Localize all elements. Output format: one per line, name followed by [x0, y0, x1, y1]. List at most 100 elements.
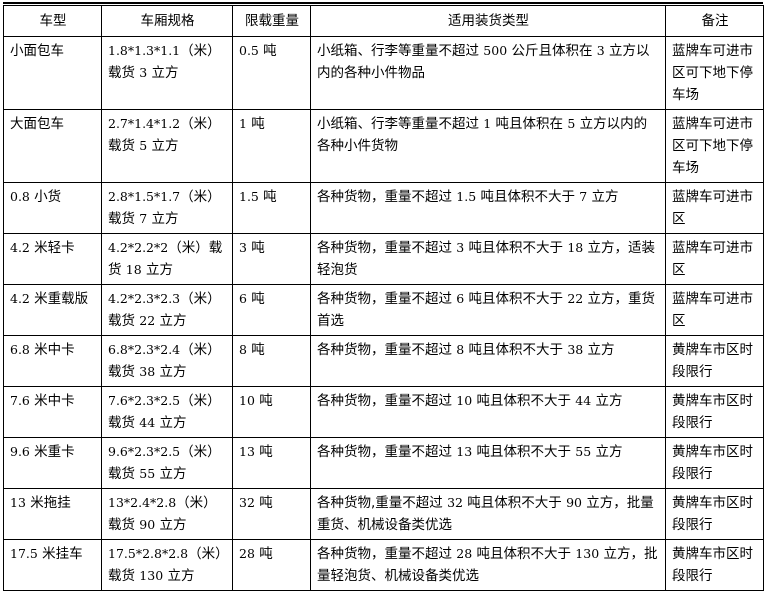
numeric-value: 55 [575, 444, 592, 459]
cell-vehicle-type: 4.2 米轻卡 [3, 233, 102, 285]
column-header-cargo-type: 适用装货类型 [310, 5, 666, 37]
cell-load-limit: 6 吨 [232, 284, 311, 336]
numeric-value: 44 [139, 415, 156, 430]
cell-remarks: 黄牌车市区时段限行 [665, 335, 764, 387]
cell-vehicle-type: 4.2 米重载版 [3, 284, 102, 336]
table-header-row: 车型 车厢规格 限载重量 适用装货类型 备注 [3, 5, 764, 37]
cell-remarks: 蓝牌车可进市区可下地下停车场 [665, 36, 764, 110]
cell-vehicle-type: 小面包车 [3, 36, 102, 110]
cell-cargo-type: 各种货物,重量不超过 32 吨且体积不大于 90 立方，批量重货、机械设备类优选 [310, 488, 666, 540]
numeric-value: 500 [483, 43, 508, 58]
numeric-value: 130 [575, 546, 600, 561]
cell-cabin-spec: 9.6*2.3*2.5（米）载货 55 立方 [101, 437, 233, 489]
cell-cabin-spec: 1.8*1.3*1.1（米）载货 3 立方 [101, 36, 233, 110]
cell-cargo-type: 各种货物，重量不超过 8 吨且体积不大于 38 立方 [310, 335, 666, 387]
table-row: 9.6 米重卡 9.6*2.3*2.5（米）载货 55 立方 13 吨各种货物，重量… [3, 437, 764, 489]
cell-cargo-type: 各种货物，重量不超过 13 吨且体积不大于 55 立方 [310, 437, 666, 489]
numeric-value: 8 [456, 342, 465, 357]
numeric-value: 17.5 [10, 546, 38, 561]
cell-cabin-spec: 7.6*2.3*2.5（米）载货 44 立方 [101, 386, 233, 438]
numeric-value: 18 [125, 262, 142, 277]
numeric-value: 130 [139, 568, 164, 583]
cell-remarks: 黄牌车市区时段限行 [665, 437, 764, 489]
numeric-value: 4.2*2.3*2.3 [108, 291, 181, 306]
cell-load-limit: 28 吨 [232, 539, 311, 591]
numeric-value: 55 [139, 466, 156, 481]
cell-cabin-spec: 13*2.4*2.8（米）载货 90 立方 [101, 488, 233, 540]
numeric-value: 6 [239, 291, 247, 306]
column-header-remarks: 备注 [665, 5, 764, 37]
numeric-value: 32 [447, 495, 463, 510]
cell-cargo-type: 各种货物，重量不超过 3 吨且体积不大于 18 立方，适装轻泡货 [310, 233, 666, 285]
cell-cabin-spec: 2.8*1.5*1.7（米）载货 7 立方 [101, 182, 233, 234]
cell-load-limit: 13 吨 [232, 437, 311, 489]
numeric-value: 0.5 [239, 43, 259, 58]
numeric-value: 90 [566, 495, 582, 510]
numeric-value: 0.8 [10, 189, 30, 204]
numeric-value: 7.6 [10, 393, 30, 408]
cell-vehicle-type: 13 米拖挂 [3, 488, 102, 540]
numeric-value: 1 [239, 116, 247, 131]
cell-cabin-spec: 4.2*2.3*2.3（米）载货 22 立方 [101, 284, 233, 336]
cell-cabin-spec: 4.2*2.2*2（米）载货 18 立方 [101, 233, 233, 285]
numeric-value: 9.6 [10, 444, 30, 459]
numeric-value: 44 [575, 393, 592, 408]
numeric-value: 7.6*2.3*2.5 [108, 393, 181, 408]
cell-cabin-spec: 2.7*1.4*1.2（米）载货 5 立方 [101, 109, 233, 183]
cell-remarks: 黄牌车市区时段限行 [665, 539, 764, 591]
table-row: 大面包车 2.7*1.4*1.2（米）载货 5 立方 1 吨小纸箱、行李等重量不超过… [3, 109, 764, 183]
table-row: 6.8 米中卡 6.8*2.3*2.4（米）载货 38 立方 8 吨各种货物，重量不… [3, 335, 764, 387]
table-row: 4.2 米重载版 4.2*2.3*2.3（米）载货 22 立方 6 吨各种货物，重量… [3, 284, 764, 336]
numeric-value: 9.6*2.3*2.5 [108, 444, 181, 459]
numeric-value: 4.2 [10, 240, 30, 255]
numeric-value: 1.8*1.3*1.1 [108, 43, 181, 58]
numeric-value: 4.2*2.2*2 [108, 240, 169, 255]
cell-cabin-spec: 6.8*2.3*2.4（米）载货 38 立方 [101, 335, 233, 387]
cell-cargo-type: 小纸箱、行李等重量不超过 1 吨且体积在 5 立方以内的各种小件货物 [310, 109, 666, 183]
cell-cargo-type: 各种货物，重量不超过 28 吨且体积不大于 130 立方，批量轻泡货、机械设备类… [310, 539, 666, 591]
numeric-value: 3 [596, 43, 605, 58]
cell-remarks: 黄牌车市区时段限行 [665, 386, 764, 438]
cell-load-limit: 32 吨 [232, 488, 311, 540]
numeric-value: 32 [239, 495, 255, 510]
numeric-value: 38 [567, 342, 584, 357]
table-row: 4.2 米轻卡 4.2*2.2*2（米）载货 18 立方 3 吨各种货物，重量不超过… [3, 233, 764, 285]
cell-vehicle-type: 0.8 小货 [3, 182, 102, 234]
cell-remarks: 蓝牌车可进市区 [665, 233, 764, 285]
numeric-value: 17.5*2.8*2.8 [108, 546, 189, 561]
cell-cargo-type: 各种货物，重量不超过 10 吨且体积不大于 44 立方 [310, 386, 666, 438]
numeric-value: 4.2 [10, 291, 30, 306]
cell-vehicle-type: 大面包车 [3, 109, 102, 183]
cell-load-limit: 10 吨 [232, 386, 311, 438]
vehicle-spec-table: 车型 车厢规格 限载重量 适用装货类型 备注 小面包车 1.8*1.3*1.1（米… [3, 5, 764, 591]
numeric-value: 3 [456, 240, 465, 255]
cell-load-limit: 3 吨 [232, 233, 311, 285]
table-row: 7.6 米中卡 7.6*2.3*2.5（米）载货 44 立方 10 吨各种货物，重量… [3, 386, 764, 438]
cell-cargo-type: 各种货物，重量不超过 1.5 吨且体积不大于 7 立方 [310, 182, 666, 234]
numeric-value: 3 [139, 65, 148, 80]
numeric-value: 10 [239, 393, 255, 408]
numeric-value: 90 [139, 517, 156, 532]
table-row: 0.8 小货 2.8*1.5*1.7（米）载货 7 立方 1.5 吨各种货物，重量不… [3, 182, 764, 234]
cell-vehicle-type: 17.5 米挂车 [3, 539, 102, 591]
numeric-value: 10 [456, 393, 473, 408]
numeric-value: 5 [567, 116, 576, 131]
cell-load-limit: 1 吨 [232, 109, 311, 183]
numeric-value: 6 [456, 291, 465, 306]
cell-vehicle-type: 7.6 米中卡 [3, 386, 102, 438]
table-row: 17.5 米挂车 17.5*2.8*2.8（米）载货 130 立方 28 吨各种货物… [3, 539, 764, 591]
numeric-value: 6.8 [10, 342, 30, 357]
numeric-value: 28 [456, 546, 473, 561]
numeric-value: 8 [239, 342, 247, 357]
cell-cargo-type: 小纸箱、行李等重量不超过 500 公斤且体积在 3 立方以内的各种小件物品 [310, 36, 666, 110]
table-row: 小面包车 1.8*1.3*1.1（米）载货 3 立方 0.5 吨小纸箱、行李等重量不… [3, 36, 764, 110]
table-header: 车型 车厢规格 限载重量 适用装货类型 备注 [3, 5, 764, 37]
numeric-value: 3 [239, 240, 247, 255]
column-header-vehicle-type: 车型 [3, 5, 102, 37]
cell-load-limit: 0.5 吨 [232, 36, 311, 110]
column-header-cabin-spec: 车厢规格 [101, 5, 233, 37]
numeric-value: 7 [579, 189, 588, 204]
column-header-load-limit: 限载重量 [232, 5, 311, 37]
cell-remarks: 蓝牌车可进市区 [665, 182, 764, 234]
cell-load-limit: 8 吨 [232, 335, 311, 387]
